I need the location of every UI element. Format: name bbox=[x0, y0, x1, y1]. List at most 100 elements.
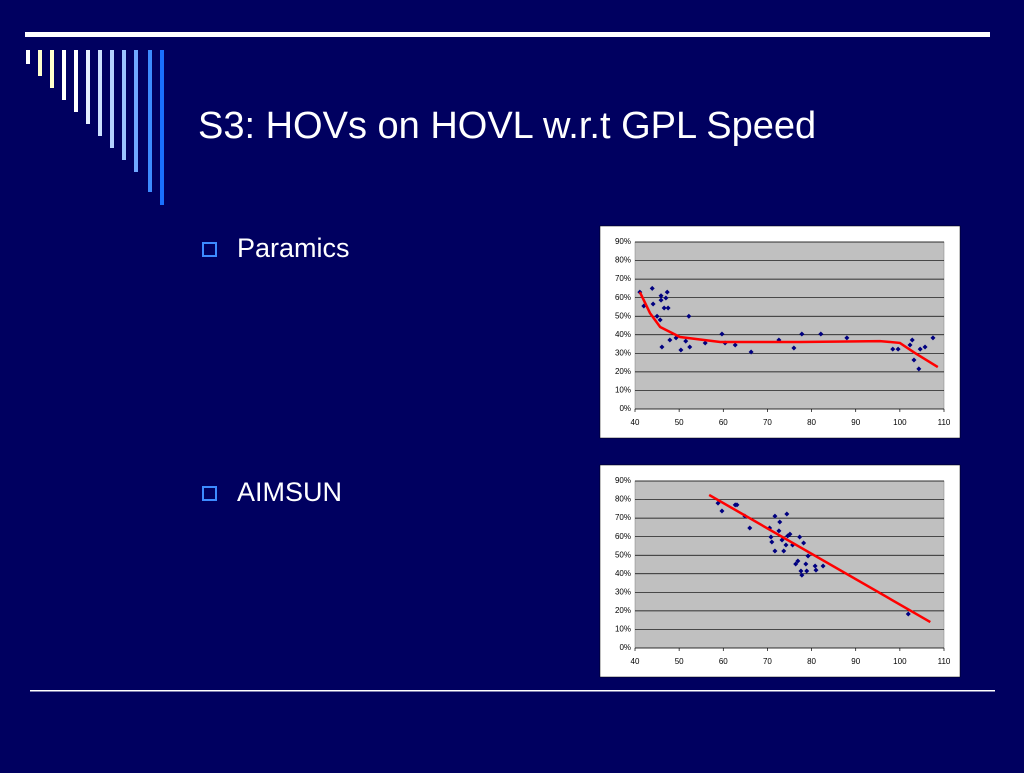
bullet-text: AIMSUN bbox=[237, 477, 342, 507]
data-point bbox=[678, 347, 684, 353]
y-tick-label: 50% bbox=[615, 311, 631, 320]
data-point bbox=[799, 572, 805, 578]
data-point bbox=[818, 331, 824, 337]
data-point bbox=[804, 568, 810, 574]
data-point bbox=[683, 338, 689, 344]
y-tick-label: 10% bbox=[615, 386, 631, 395]
y-tick-label: 70% bbox=[615, 513, 631, 522]
data-point bbox=[922, 344, 928, 350]
y-tick-label: 20% bbox=[615, 367, 631, 376]
data-point bbox=[801, 540, 807, 546]
data-point bbox=[732, 342, 738, 348]
y-tick-label: 30% bbox=[615, 587, 631, 596]
x-tick-label: 50 bbox=[675, 657, 684, 666]
data-point bbox=[657, 317, 663, 323]
data-point bbox=[797, 534, 803, 540]
y-tick-label: 70% bbox=[615, 274, 631, 283]
x-tick-label: 110 bbox=[938, 418, 951, 427]
x-tick-label: 70 bbox=[763, 418, 772, 427]
top-rule bbox=[25, 32, 990, 37]
y-tick-label: 10% bbox=[615, 625, 631, 634]
y-tick-label: 0% bbox=[619, 643, 631, 652]
x-tick-label: 90 bbox=[851, 418, 860, 427]
y-tick-label: 20% bbox=[615, 606, 631, 615]
data-point bbox=[772, 513, 778, 519]
data-point bbox=[791, 345, 797, 351]
x-tick-label: 70 bbox=[763, 657, 772, 666]
data-point bbox=[798, 568, 804, 574]
data-point bbox=[812, 563, 818, 569]
data-point bbox=[911, 357, 917, 363]
bullet-icon bbox=[202, 486, 217, 501]
data-point bbox=[747, 525, 753, 531]
y-tick-label: 80% bbox=[615, 256, 631, 265]
y-tick-label: 30% bbox=[615, 348, 631, 357]
x-tick-label: 60 bbox=[719, 657, 728, 666]
data-point bbox=[686, 313, 692, 319]
data-point bbox=[664, 289, 670, 295]
data-point bbox=[805, 553, 811, 559]
data-point bbox=[895, 346, 901, 352]
y-tick-label: 90% bbox=[615, 476, 631, 485]
data-point bbox=[734, 502, 740, 508]
data-point bbox=[658, 297, 664, 303]
data-point bbox=[769, 539, 775, 545]
x-tick-label: 90 bbox=[851, 657, 860, 666]
bullet-text: Paramics bbox=[237, 233, 350, 263]
data-point bbox=[784, 511, 790, 517]
data-point bbox=[787, 531, 793, 537]
data-point bbox=[768, 534, 774, 540]
data-point bbox=[795, 558, 801, 564]
y-tick-label: 50% bbox=[615, 550, 631, 559]
data-point bbox=[930, 335, 936, 341]
y-tick-label: 60% bbox=[615, 293, 631, 302]
y-tick-label: 80% bbox=[615, 495, 631, 504]
data-point bbox=[793, 561, 799, 567]
data-point bbox=[654, 313, 660, 319]
data-point bbox=[661, 305, 667, 311]
data-point bbox=[777, 519, 783, 525]
data-point bbox=[890, 346, 896, 352]
data-point bbox=[799, 331, 805, 337]
x-tick-label: 80 bbox=[807, 657, 816, 666]
data-point bbox=[909, 337, 915, 343]
slide-title: S3: HOVs on HOVL w.r.t GPL Speed bbox=[198, 105, 816, 147]
x-tick-label: 100 bbox=[893, 418, 907, 427]
data-point bbox=[667, 337, 673, 343]
data-point bbox=[702, 340, 708, 346]
x-tick-label: 40 bbox=[631, 657, 640, 666]
data-point bbox=[659, 344, 665, 350]
trend-line bbox=[708, 493, 931, 624]
data-point bbox=[916, 366, 922, 372]
data-point bbox=[917, 346, 923, 352]
data-point bbox=[803, 561, 809, 567]
y-tick-label: 90% bbox=[615, 237, 631, 246]
data-point bbox=[820, 563, 826, 569]
data-point bbox=[663, 295, 669, 301]
plot-area bbox=[634, 480, 945, 649]
x-tick-label: 60 bbox=[719, 418, 728, 427]
data-point bbox=[658, 293, 664, 299]
data-point bbox=[665, 305, 671, 311]
decoration bbox=[26, 50, 164, 205]
x-tick-label: 100 bbox=[893, 657, 907, 666]
data-point bbox=[719, 508, 725, 514]
data-point bbox=[650, 301, 656, 307]
y-tick-label: 0% bbox=[619, 404, 631, 413]
data-point bbox=[844, 335, 850, 341]
x-tick-label: 80 bbox=[807, 418, 816, 427]
bullet-icon bbox=[202, 242, 217, 257]
data-point bbox=[781, 548, 787, 554]
data-point bbox=[813, 567, 819, 573]
bottom-rule bbox=[30, 690, 995, 692]
data-point bbox=[783, 542, 789, 548]
x-tick-label: 50 bbox=[675, 418, 684, 427]
data-point bbox=[907, 342, 913, 348]
data-point bbox=[719, 331, 725, 337]
data-point bbox=[687, 344, 693, 350]
x-tick-label: 40 bbox=[631, 418, 640, 427]
data-point bbox=[649, 285, 655, 291]
data-point bbox=[905, 611, 911, 617]
